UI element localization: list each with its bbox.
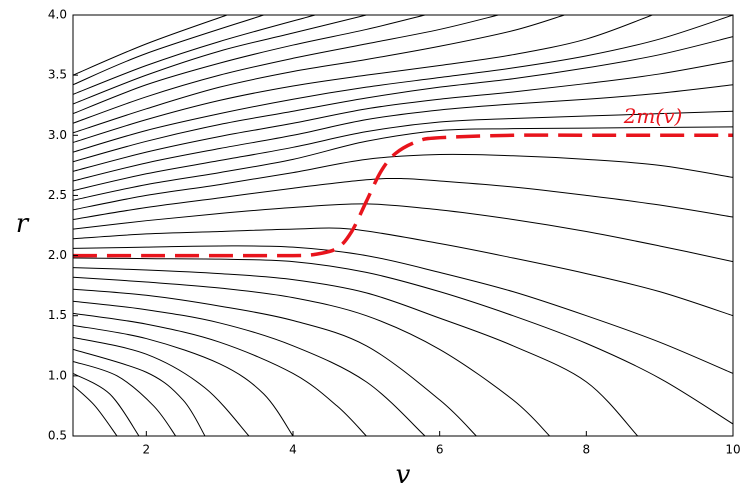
- curve: [73, 300, 426, 436]
- curve: [73, 110, 733, 192]
- curve: [73, 276, 551, 436]
- curve: [73, 15, 367, 105]
- curve: [73, 15, 228, 76]
- plot-area: [73, 15, 733, 436]
- y-tick-label: 3.5: [48, 68, 67, 82]
- curve: [73, 227, 733, 317]
- curve: [73, 177, 733, 220]
- curve: [73, 360, 177, 436]
- y-tick-label: 2.5: [48, 188, 67, 202]
- x-axis-label: v: [396, 460, 411, 490]
- curve: [73, 15, 426, 115]
- curve: [73, 126, 733, 201]
- curve: [73, 153, 733, 211]
- curve: [73, 15, 316, 95]
- curve: [73, 15, 264, 86]
- curve: [73, 15, 733, 153]
- x-tick-label: 8: [583, 443, 591, 457]
- curve: [73, 348, 206, 436]
- y-tick-label: 1.0: [48, 368, 67, 382]
- curve: [73, 203, 733, 263]
- curve: [73, 373, 140, 436]
- curve: [73, 15, 653, 143]
- curve: [73, 336, 250, 436]
- dashed-curve: [73, 133, 733, 258]
- curve: [73, 60, 733, 172]
- y-axis-label: r: [16, 209, 30, 239]
- x-tick-label: 4: [289, 443, 297, 457]
- curve: [73, 312, 367, 436]
- plot-frame: [72, 14, 734, 437]
- curve: [73, 36, 733, 163]
- curve: [73, 245, 733, 374]
- curve: [73, 267, 639, 436]
- curve: [73, 15, 499, 124]
- curve: [73, 257, 733, 425]
- curve: [73, 385, 118, 436]
- y-tick-label: 1.5: [48, 308, 67, 322]
- x-tick-label: 10: [725, 443, 740, 457]
- curve: [73, 324, 294, 436]
- x-tick-label: 2: [143, 443, 151, 457]
- y-tick-label: 2.0: [48, 248, 67, 262]
- curve: [73, 15, 565, 134]
- y-tick-label: 3.0: [48, 128, 67, 142]
- x-tick-label: 6: [436, 443, 444, 457]
- curve: [73, 84, 733, 182]
- curve: [73, 288, 477, 436]
- y-tick-label: 4.0: [48, 8, 67, 22]
- series-label: 2m(v): [623, 104, 683, 128]
- y-tick-label: 0.5: [48, 429, 67, 443]
